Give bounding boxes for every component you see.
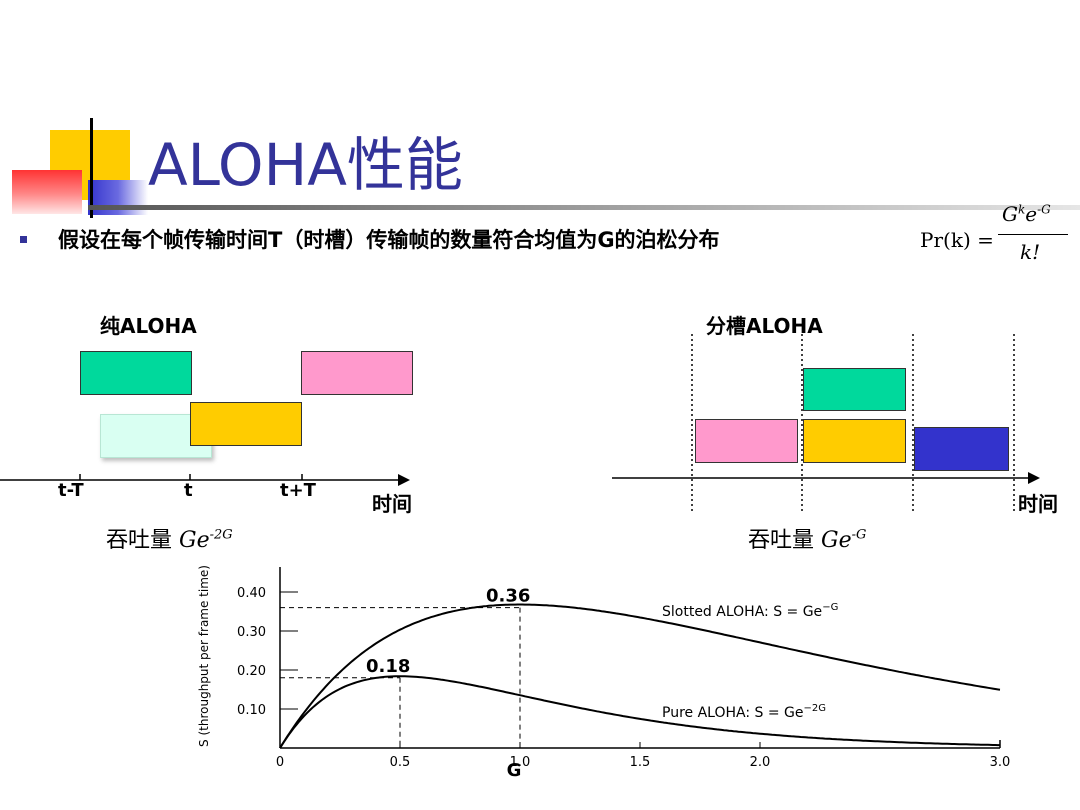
pure-time-axis (0, 474, 410, 486)
slotted-slot-lines (612, 334, 1040, 514)
tick-t-plus-T: t+T (280, 480, 316, 501)
slotted-aloha-title: 分槽ALOHA (706, 314, 823, 338)
series-name-1: Pure ALOHA: S = Ge−2G (662, 703, 826, 721)
slotted-frame-blue (914, 427, 1009, 471)
peak-label-0: 0.36 (486, 586, 530, 607)
pure-throughput: 吞吐量 Ge-2G (106, 527, 233, 553)
series-name-0: Slotted ALOHA: S = Ge−G (662, 602, 838, 620)
x-tick-label: 3.0 (990, 755, 1011, 770)
x-tick-label: 1.5 (630, 755, 651, 770)
slide-title: ALOHA性能 (148, 131, 463, 199)
y-tick-label: 0.30 (237, 625, 266, 640)
x-tick-label: 1.0 (510, 755, 531, 770)
y-tick-label: 0.20 (237, 664, 266, 679)
pure-frame-green (80, 351, 192, 395)
title-rule (88, 205, 1080, 210)
formula-denominator: k! (1020, 240, 1041, 264)
formula-numerator: Gke-G (1002, 202, 1051, 226)
slotted-time-label: 时间 (1018, 492, 1058, 516)
title-deco-line (90, 118, 93, 218)
tick-t-minus-T: t-T (58, 480, 84, 501)
bullet-text: 假设在每个帧传输时间T（时槽）传输帧的数量符合均值为G的泊松分布 (58, 228, 720, 252)
y-tick-label: 0.40 (237, 586, 266, 601)
peak-label-1: 0.18 (366, 656, 410, 677)
slotted-frame-yellow (803, 419, 906, 463)
slotted-throughput: 吞吐量 Ge-G (748, 527, 867, 553)
pure-frame-yellow (190, 402, 302, 446)
throughput-chart: 0.40 0.30 0.20 0.10 0 0.5 1.0 1.5 2.0 3.0 G S (thro… (197, 565, 1011, 781)
x-axis-label: G (507, 760, 522, 781)
x-tick-label: 0.5 (390, 755, 411, 770)
title-deco-red (12, 170, 82, 214)
x-tick-label: 0 (276, 755, 284, 770)
slotted-frame-pink (695, 419, 798, 463)
bullet-marker (20, 236, 27, 243)
series-name-sup-0: −G (822, 602, 838, 613)
pure-aloha-title: 纯ALOHA (100, 314, 197, 338)
formula-lhs: Pr(k) = (920, 228, 994, 252)
y-axis-label: S (throughput per frame time) (197, 565, 211, 747)
series-line-0 (279, 603, 1001, 749)
series-name-sup-1: −2G (803, 703, 826, 714)
pure-time-label: 时间 (372, 492, 412, 516)
slotted-frame-green (803, 368, 906, 411)
series-line-1 (279, 675, 1000, 749)
pure-frame-pink (301, 351, 413, 395)
x-tick-label: 2.0 (750, 755, 771, 770)
tick-t: t (184, 480, 193, 501)
y-tick-label: 0.10 (237, 703, 266, 718)
formula-bar (998, 234, 1068, 235)
